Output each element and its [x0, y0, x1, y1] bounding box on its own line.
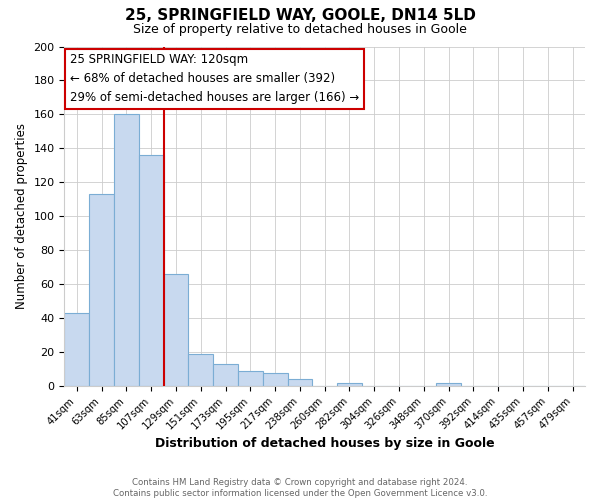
- Bar: [89, 194, 114, 386]
- Bar: [164, 274, 188, 386]
- Text: 25 SPRINGFIELD WAY: 120sqm
← 68% of detached houses are smaller (392)
29% of sem: 25 SPRINGFIELD WAY: 120sqm ← 68% of deta…: [70, 54, 359, 104]
- Text: Contains HM Land Registry data © Crown copyright and database right 2024.
Contai: Contains HM Land Registry data © Crown c…: [113, 478, 487, 498]
- Bar: [188, 354, 213, 386]
- Text: Size of property relative to detached houses in Goole: Size of property relative to detached ho…: [133, 22, 467, 36]
- Text: 25, SPRINGFIELD WAY, GOOLE, DN14 5LD: 25, SPRINGFIELD WAY, GOOLE, DN14 5LD: [125, 8, 475, 22]
- Bar: [64, 313, 89, 386]
- X-axis label: Distribution of detached houses by size in Goole: Distribution of detached houses by size …: [155, 437, 494, 450]
- Bar: [337, 382, 362, 386]
- Bar: [436, 382, 461, 386]
- Bar: [213, 364, 238, 386]
- Bar: [287, 380, 313, 386]
- Bar: [139, 155, 164, 386]
- Bar: [263, 372, 287, 386]
- Y-axis label: Number of detached properties: Number of detached properties: [15, 124, 28, 310]
- Bar: [238, 371, 263, 386]
- Bar: [114, 114, 139, 386]
